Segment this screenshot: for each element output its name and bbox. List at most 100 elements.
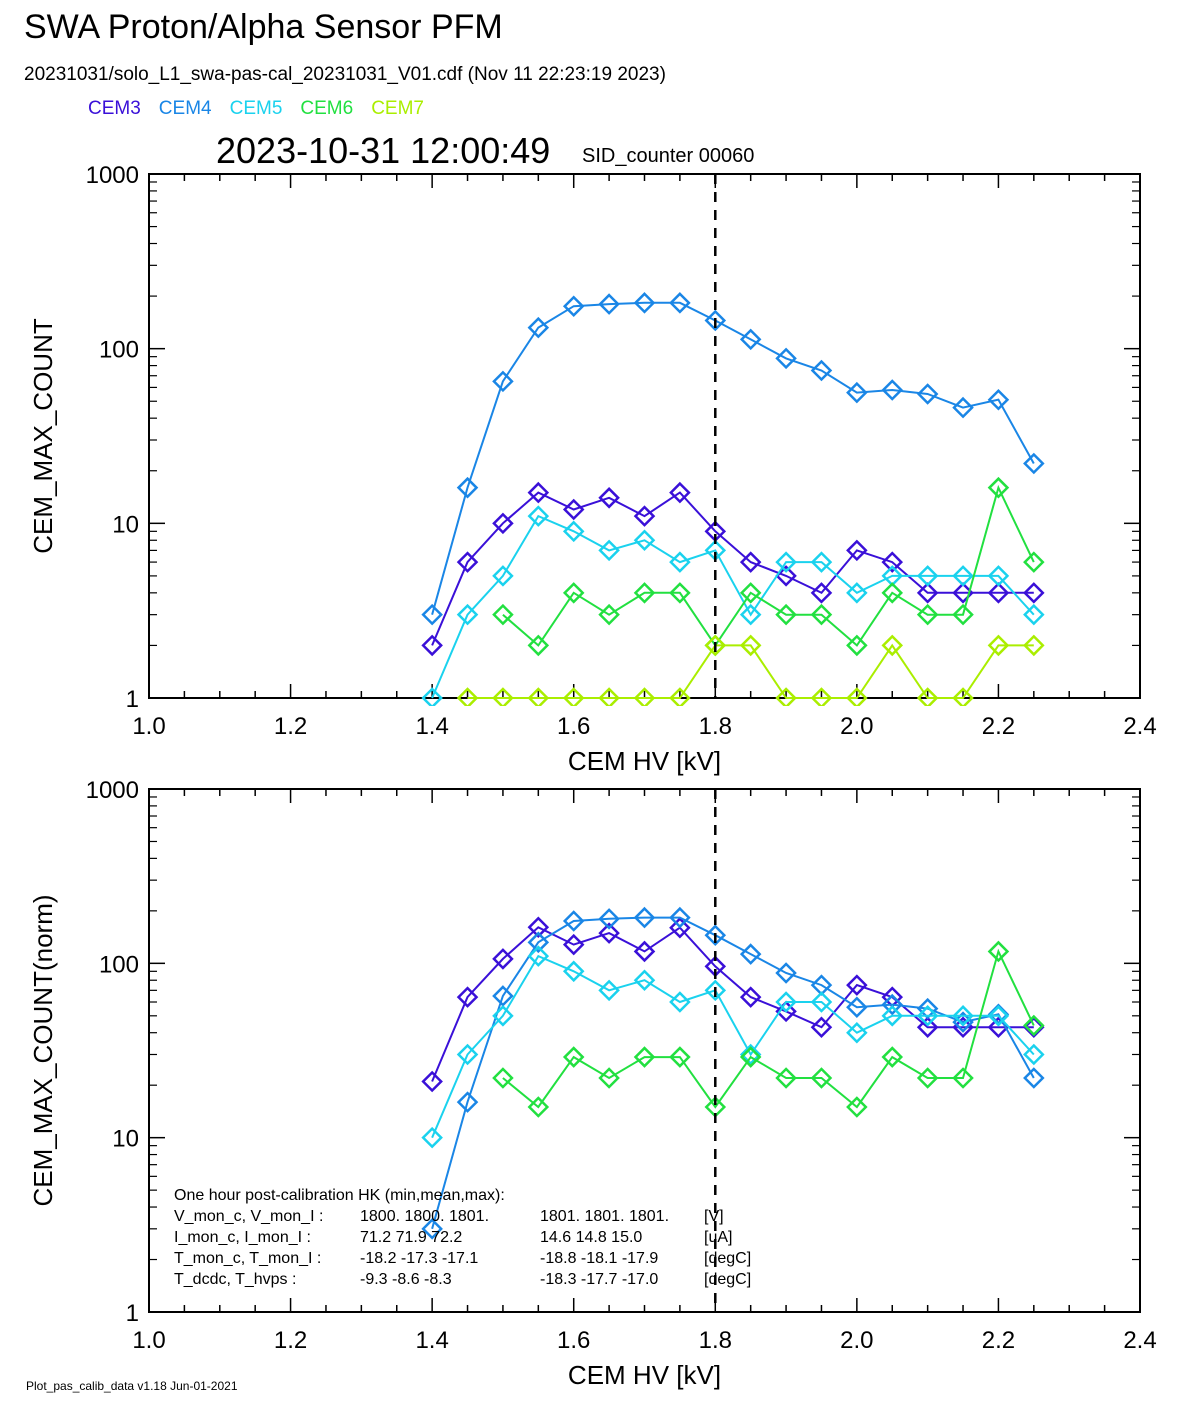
cem6-point	[562, 1046, 585, 1068]
cem6-point	[669, 582, 691, 604]
cem4-point	[669, 292, 691, 314]
cem6-point	[492, 1067, 514, 1089]
cem5-point	[492, 1005, 514, 1027]
cem6-point	[916, 1067, 939, 1089]
cem5-point	[775, 991, 797, 1013]
cem6-point	[846, 1096, 868, 1118]
footer-version: Plot_pas_calib_data v1.18 Jun-01-2021	[26, 1379, 238, 1393]
cem5-point	[775, 551, 797, 573]
hk-row-i: -18.3 -17.7 -17.0	[540, 1271, 658, 1288]
cem5-line	[431, 954, 1035, 1139]
cem3-point	[598, 922, 620, 944]
cem6-point	[633, 582, 656, 604]
x-tick-label: 1.0	[132, 1327, 165, 1354]
cem3-point	[810, 1016, 833, 1038]
hk-summary: One hour post-calibration HK (min,mean,m…	[174, 1187, 751, 1288]
cem3-point	[562, 498, 585, 521]
cem5-point	[881, 1005, 904, 1027]
cem4-point	[456, 1091, 479, 1113]
cem5-point	[527, 945, 550, 967]
x-tick-label: 1.6	[557, 713, 590, 740]
cem5-line	[431, 514, 1035, 699]
cem4-point	[492, 985, 514, 1007]
cem5-point	[598, 539, 620, 562]
cem5-point	[633, 529, 656, 552]
y-axis-label: CEM_MAX_COUNT	[28, 318, 58, 554]
y-tick-label: 1000	[86, 162, 139, 189]
timestamp: 2023-10-31 12:00:49	[216, 130, 551, 171]
cem4-point	[846, 381, 868, 404]
cem6-point	[916, 603, 939, 626]
cem5-point	[1023, 603, 1045, 626]
cem3-line	[431, 926, 1034, 1082]
hk-row-unit: [degC]	[704, 1250, 751, 1267]
cem3-point	[456, 986, 479, 1008]
cem3-point	[987, 582, 1010, 604]
y-tick-label: 1	[126, 686, 139, 713]
cem4-point	[421, 603, 443, 626]
cem5-point	[669, 551, 691, 573]
legend-cem3: CEM3	[88, 98, 141, 119]
cem5-point	[916, 1005, 939, 1027]
cem6-point	[598, 1067, 620, 1089]
cem5-point	[1023, 1043, 1045, 1066]
cem4-point	[1023, 452, 1045, 475]
cem5-point	[739, 603, 762, 626]
cem3-point	[916, 1016, 939, 1038]
cem4-point	[527, 931, 550, 954]
cem5-point	[916, 565, 939, 587]
cem3-point	[916, 582, 939, 604]
cem4-point	[492, 370, 514, 393]
cem6-line	[502, 484, 1035, 648]
hk-row-name: T_mon_c, T_mon_I :	[174, 1250, 321, 1267]
cem7-point	[775, 687, 797, 706]
y-tick-label: 1000	[86, 777, 139, 804]
legend: CEM3 CEM4 CEM5 CEM6 CEM7	[88, 98, 442, 120]
cem4-point	[527, 316, 550, 339]
cem6-point	[739, 1046, 762, 1068]
cem7-point	[633, 687, 656, 706]
y-axis-label: CEM_MAX_COUNT(norm)	[28, 894, 58, 1206]
cem3-point	[739, 986, 762, 1008]
x-tick-label: 2.2	[982, 1327, 1015, 1354]
cem6-point	[775, 603, 797, 626]
hk-row-c: 71.2 71.9 72.2	[360, 1229, 462, 1246]
data-layer	[421, 292, 1045, 706]
cem6-line	[502, 948, 1035, 1109]
cem6-point	[562, 582, 585, 604]
cem3-point	[527, 481, 550, 504]
cem5-point	[952, 1005, 974, 1027]
cem6-point	[810, 603, 833, 626]
hk-row-unit: [V]	[704, 1208, 724, 1225]
legend-cem5: CEM5	[229, 98, 283, 119]
cem4-point	[1023, 1067, 1045, 1089]
chart-1: 1.0 1.2 1.4 1.6 1.8 2.0 2.2 2.4 1 10 100 1000 CEM HV…	[28, 162, 1157, 776]
cem5-point	[421, 687, 443, 706]
x-tick-label: 1.8	[699, 1327, 732, 1354]
y-tick-label: 10	[112, 511, 139, 538]
cem7-point	[1023, 634, 1045, 657]
cem7-point	[881, 634, 904, 657]
cem5-point	[456, 1043, 479, 1066]
cem7-point	[739, 634, 762, 657]
cem4-point	[421, 1218, 443, 1240]
chart-2: 1.0 1.2 1.4 1.6 1.8 2.0 2.2 2.4 1 10 100 1000 CEM HV…	[28, 777, 1157, 1390]
cem5-point	[810, 991, 833, 1013]
cem6-point	[810, 1067, 833, 1089]
cem5-point	[704, 979, 727, 1002]
cem3-point	[1023, 582, 1045, 604]
cem5-point	[987, 1005, 1010, 1027]
cem6-point	[1023, 1014, 1045, 1037]
cem7-point	[669, 687, 691, 706]
cem6-point	[952, 1067, 974, 1089]
cem3-point	[598, 487, 620, 509]
x-tick-label: 1.2	[274, 1327, 307, 1354]
hk-row-unit: [degC]	[704, 1271, 751, 1288]
hk-row-c: -9.3 -8.6 -8.3	[360, 1271, 452, 1288]
sid-counter: SID_counter 00060	[582, 145, 755, 167]
cem6-point	[598, 603, 620, 626]
cem5-point	[810, 551, 833, 573]
legend-cem4: CEM4	[158, 98, 212, 119]
cem3-point	[562, 933, 585, 956]
